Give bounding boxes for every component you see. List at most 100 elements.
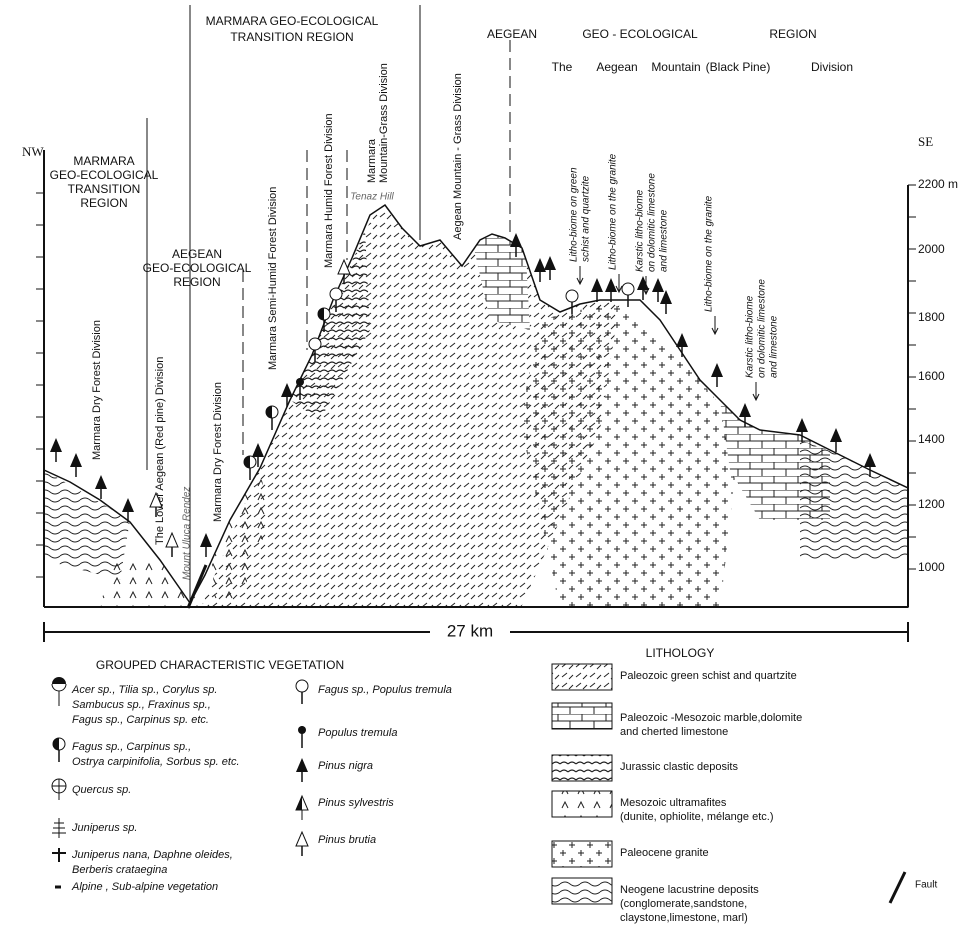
region-heading: REGION bbox=[173, 275, 220, 289]
legend-title: GROUPED CHARACTERISTIC VEGETATION bbox=[96, 658, 344, 672]
region-heading: GEO-ECOLOGICAL bbox=[143, 261, 252, 275]
fagus-icon bbox=[330, 288, 342, 300]
region-heading: The bbox=[552, 60, 573, 74]
lithology-swatch bbox=[552, 755, 612, 781]
lithology-swatch bbox=[552, 878, 612, 904]
pointer-arrow bbox=[577, 266, 583, 284]
legend-label: Fault bbox=[915, 880, 937, 891]
fagus-icon bbox=[566, 290, 578, 302]
region-heading: TRANSITION bbox=[68, 182, 141, 196]
pinus-brutia-icon bbox=[166, 533, 178, 547]
pinus-nigra-icon bbox=[591, 278, 603, 292]
legend-label: Alpine , Sub-alpine vegetation bbox=[71, 881, 218, 893]
altitude-label: 1800 bbox=[918, 310, 945, 324]
axis-end-label: SE bbox=[918, 134, 933, 149]
legend-icon bbox=[52, 848, 66, 862]
pinus-nigra-icon bbox=[50, 438, 62, 452]
pinus-nigra-icon bbox=[660, 290, 672, 304]
altitude-label: 2000 bbox=[918, 242, 945, 256]
region-heading: Aegean bbox=[596, 60, 637, 74]
region-heading: Division bbox=[811, 60, 853, 74]
region-heading: REGION bbox=[80, 196, 127, 210]
fagus-carpinus-icon bbox=[244, 456, 250, 468]
legend-label: Acer sp., Tilia sp., Corylus sp. bbox=[71, 684, 217, 696]
division-label: schist and quartzite bbox=[581, 175, 592, 262]
legend-label: Fagus sp., Populus tremula bbox=[318, 684, 452, 696]
region-heading: (Black Pine) bbox=[706, 60, 771, 74]
division-label: and limestone bbox=[659, 209, 670, 272]
legend-label: Fagus sp., Carpinus sp., bbox=[72, 741, 191, 753]
lithology-swatch bbox=[552, 664, 612, 690]
scale-label: 27 km bbox=[447, 621, 493, 640]
legend-label: Jurassic clastic deposits bbox=[620, 761, 738, 773]
granite-zone bbox=[520, 300, 740, 610]
region-heading: AEGEAN bbox=[487, 27, 537, 41]
fagus-icon bbox=[296, 680, 308, 692]
cross-section-figure: NWSE2200 m20001800160014001200100027 kmM… bbox=[0, 0, 976, 930]
region-heading: AEGEAN bbox=[172, 247, 222, 261]
pinus-nigra-icon bbox=[70, 453, 82, 467]
legend-label: Populus tremula bbox=[318, 727, 398, 739]
region-heading: REGION bbox=[769, 27, 816, 41]
division-label: Karstic litho-biome bbox=[745, 295, 756, 378]
legend-label: Paleozoic -Mesozoic marble,dolomite bbox=[620, 712, 802, 724]
legend-label: Paleocene granite bbox=[620, 847, 709, 859]
division-label: Litho-biome on the granite bbox=[608, 153, 619, 270]
division-label: Litho-biome on the granite bbox=[704, 195, 715, 312]
legend-title: LITHOLOGY bbox=[646, 646, 715, 660]
division-label: Marmara bbox=[366, 138, 378, 183]
legend-label: and cherted limestone bbox=[620, 726, 728, 738]
fault-icon bbox=[890, 872, 905, 903]
place-label: Mount Uluca Rendez bbox=[182, 487, 193, 580]
fagus-carpinus-icon bbox=[53, 738, 59, 750]
legend-label: Pinus nigra bbox=[318, 760, 373, 772]
pinus-nigra-icon bbox=[739, 403, 751, 417]
neogene-zone bbox=[800, 440, 908, 560]
altitude-label: 1200 bbox=[918, 497, 945, 511]
pinus-nigra-icon bbox=[605, 278, 617, 292]
pointer-arrow bbox=[712, 316, 718, 334]
legend-label: Mesozoic ultramafites bbox=[620, 797, 727, 809]
legend-label: claystone,limestone, marl) bbox=[620, 912, 748, 924]
fagus-icon bbox=[309, 338, 321, 350]
altitude-label: 2200 m bbox=[918, 177, 958, 191]
pinus-nigra-icon bbox=[281, 383, 293, 397]
division-label: Marmara Dry Forest Division bbox=[212, 382, 224, 522]
pinus-nigra-icon bbox=[122, 498, 134, 512]
fagus-icon bbox=[622, 283, 634, 295]
legend-label: Paleozoic green schist and quartzite bbox=[620, 670, 797, 682]
pointer-arrow bbox=[616, 274, 622, 292]
legend-label: Pinus brutia bbox=[318, 834, 376, 846]
legend-icon bbox=[52, 677, 66, 684]
legend-icon bbox=[52, 818, 66, 838]
region-heading: MARMARA bbox=[73, 154, 134, 168]
division-label: and limestone bbox=[769, 315, 780, 378]
legend-label: Juniperus sp. bbox=[71, 822, 137, 834]
region-heading: GEO - ECOLOGICAL bbox=[582, 27, 698, 41]
legend-label: Quercus sp. bbox=[72, 784, 131, 796]
division-label: on dolomitic limestone bbox=[647, 173, 658, 272]
region-heading: GEO-ECOLOGICAL bbox=[50, 168, 159, 182]
populus-icon bbox=[296, 378, 304, 386]
legend-label: Fagus sp., Carpinus sp. etc. bbox=[72, 714, 209, 726]
division-label: on dolomitic limestone bbox=[757, 279, 768, 378]
pointer-arrow bbox=[753, 382, 759, 400]
altitude-label: 1000 bbox=[918, 560, 945, 574]
axis-end-label: NW bbox=[22, 144, 44, 159]
region-heading: Mountain bbox=[651, 60, 700, 74]
pinus-nigra-icon bbox=[200, 533, 212, 547]
division-label: Litho-biome on green bbox=[569, 167, 580, 262]
pinus-nigra-icon bbox=[830, 428, 842, 442]
legend-label: Ostrya carpinifolia, Sorbus sp. etc. bbox=[72, 756, 240, 768]
pinus-nigra-icon bbox=[296, 758, 308, 772]
division-label: Aegean Mountain - Grass Division bbox=[452, 73, 464, 240]
legend-label: Neogene lacustrine deposits bbox=[620, 884, 759, 896]
pinus-nigra-icon bbox=[711, 363, 723, 377]
region-heading: MARMARA GEO-ECOLOGICAL bbox=[206, 14, 379, 28]
fagus-carpinus-icon bbox=[266, 406, 272, 418]
pinus-nigra-icon bbox=[676, 333, 688, 347]
division-label: Marmara Dry Forest Division bbox=[91, 320, 103, 460]
lithology-swatch bbox=[552, 841, 612, 867]
altitude-label: 1400 bbox=[918, 432, 945, 446]
lithology-swatch bbox=[552, 703, 612, 729]
